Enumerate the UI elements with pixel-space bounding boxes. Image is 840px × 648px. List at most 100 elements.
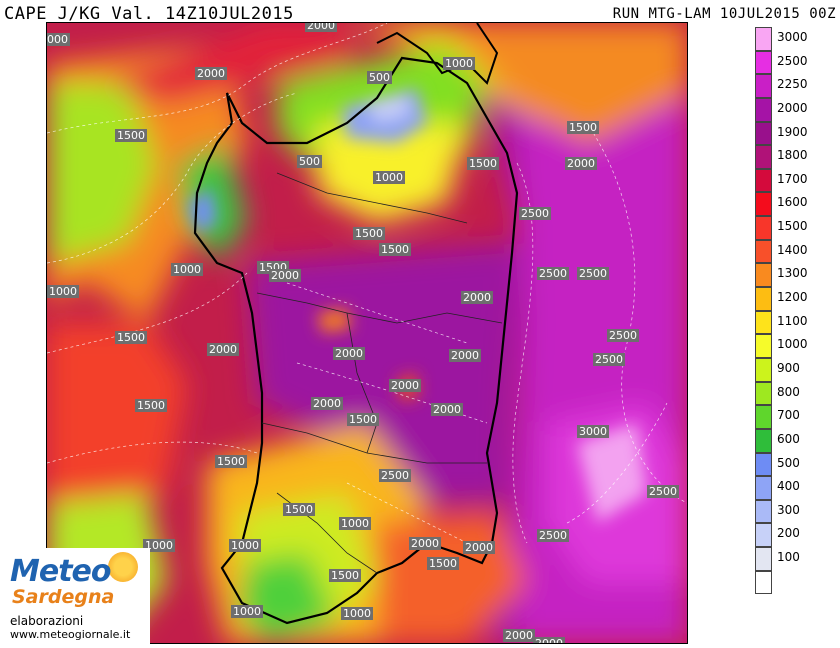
contour-label: 1000 <box>231 605 263 618</box>
website-link[interactable]: www.meteogiornale.it <box>10 628 131 641</box>
contour-label: 2000 <box>431 403 463 416</box>
legend-swatch <box>755 405 772 429</box>
contour-label: 2000 <box>389 379 421 392</box>
contour-label: 2500 <box>593 353 625 366</box>
map-title: CAPE J/KG Val. 14Z10JUL2015 <box>4 4 294 24</box>
legend-row: 1700 <box>755 168 835 193</box>
legend-label: 900 <box>777 360 800 375</box>
contour-label: 2000 <box>207 343 239 356</box>
legend-row: 100 <box>755 547 835 571</box>
contour-label: 1500 <box>379 243 411 256</box>
legend-label: 1300 <box>777 266 808 281</box>
legend-label: 3000 <box>777 30 808 44</box>
contour-label: 1500 <box>329 569 361 582</box>
legend-label: 1400 <box>777 242 808 257</box>
legend-label: 1600 <box>777 195 808 210</box>
legend-row <box>755 570 835 595</box>
legend-row: 1200 <box>755 287 835 311</box>
contour-label: 1000 <box>443 57 475 70</box>
contour-label: 2000 <box>311 397 343 410</box>
legend-swatch <box>755 499 772 524</box>
contour-label: 1500 <box>115 129 147 142</box>
legend-row: 800 <box>755 381 835 406</box>
contour-label: 500 <box>297 155 322 168</box>
legend-row: 1100 <box>755 310 835 335</box>
contour-label: 1500 <box>215 455 247 468</box>
contour-label: 2500 <box>647 485 679 498</box>
legend-row: 2250 <box>755 74 835 98</box>
legend-swatch <box>755 334 772 358</box>
legend-row: 400 <box>755 476 835 500</box>
legend-label: 700 <box>777 408 800 423</box>
legend-row: 1600 <box>755 192 835 217</box>
legend-swatch <box>755 357 772 382</box>
contour-label: 2500 <box>537 529 569 542</box>
legend-swatch <box>755 239 772 264</box>
contour-label: 1500 <box>353 227 385 240</box>
contour-label: 2000 <box>333 347 365 360</box>
legend-swatch <box>755 452 772 477</box>
contour-label: 1000 <box>341 607 373 620</box>
logo-sardegna-text: Sardegna <box>12 586 115 608</box>
sun-icon <box>108 552 138 582</box>
contour-label: 1500 <box>283 503 315 516</box>
elaborazioni-text: elaborazioni <box>10 614 84 628</box>
legend-swatch <box>755 310 772 335</box>
contour-label: 1000 <box>143 539 175 552</box>
meteo-sardegna-logo: Meteo Sardegna elaborazioni www.meteogio… <box>4 548 150 644</box>
contour-label: 1500 <box>347 413 379 426</box>
legend-swatch <box>755 476 772 500</box>
contour-label: 2000 <box>565 157 597 170</box>
contour-label: 2500 <box>519 207 551 220</box>
contour-label: 2500 <box>607 329 639 342</box>
legend-label: 300 <box>777 502 800 517</box>
legend-label: 600 <box>777 431 800 446</box>
run-info: RUN MTG-LAM 10JUL2015 00Z <box>612 6 836 22</box>
legend-row: 900 <box>755 357 835 382</box>
contour-label: 1500 <box>135 399 167 412</box>
legend-row: 200 <box>755 523 835 548</box>
legend-row: 1000 <box>755 334 835 358</box>
legend-label: 1900 <box>777 124 808 139</box>
legend-swatch <box>755 523 772 548</box>
legend-swatch <box>755 216 772 240</box>
legend-label: 2250 <box>777 77 808 92</box>
legend-row: 1300 <box>755 263 835 288</box>
contour-label: 2000 <box>503 629 535 642</box>
contour-label: 2000 <box>305 23 337 32</box>
contour-label: 2000 <box>449 349 481 362</box>
contour-label: 2000 <box>269 269 301 282</box>
legend-swatch <box>755 570 772 595</box>
legend-swatch <box>755 547 772 571</box>
contour-label: 2000 <box>461 291 493 304</box>
legend-label: 1000 <box>777 337 808 352</box>
cape-map: 2000 000 2000 1000 500 1500 1500 500 100… <box>46 22 688 644</box>
contour-label: 1500 <box>115 331 147 344</box>
legend-row: 500 <box>755 452 835 477</box>
legend-label: 800 <box>777 384 800 399</box>
legend-row: 700 <box>755 405 835 429</box>
contour-label: 2000 <box>195 67 227 80</box>
legend-label: 1100 <box>777 313 808 328</box>
contour-label: 1000 <box>47 285 79 298</box>
contour-label: 2500 <box>537 267 569 280</box>
contour-label: 3000 <box>577 425 609 438</box>
legend-swatch <box>755 263 772 288</box>
contour-label: 2000 <box>463 541 495 554</box>
legend-label: 1500 <box>777 219 808 234</box>
legend-swatch <box>755 121 772 146</box>
legend-label: 400 <box>777 479 800 494</box>
legend-row: 1800 <box>755 145 835 169</box>
legend-row: 1400 <box>755 239 835 264</box>
contour-label: 1000 <box>229 539 261 552</box>
legend-row: 3000 <box>755 27 835 51</box>
legend-label: 500 <box>777 455 800 470</box>
legend-label: 1700 <box>777 171 808 186</box>
contour-label: 1000 <box>373 171 405 184</box>
legend-row: 1500 <box>755 216 835 240</box>
contour-lines <box>47 23 687 544</box>
legend-row: 1900 <box>755 121 835 146</box>
legend-row: 300 <box>755 499 835 524</box>
legend-swatch <box>755 50 772 75</box>
legend-label: 1800 <box>777 148 808 163</box>
